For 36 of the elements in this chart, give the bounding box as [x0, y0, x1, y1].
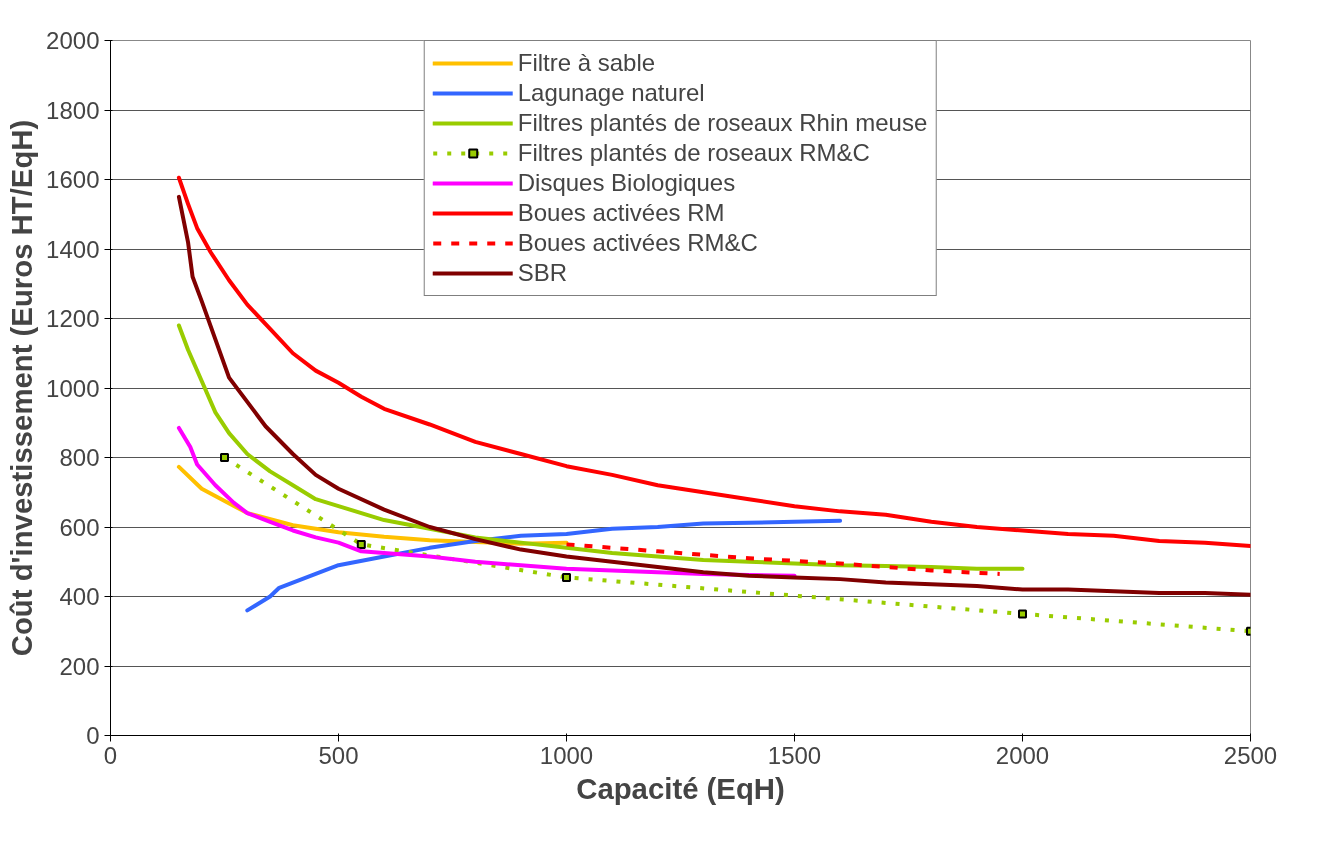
- y-tick-label: 200: [59, 652, 100, 680]
- x-tick-label: 1000: [539, 741, 594, 769]
- y-tick-label: 800: [59, 444, 100, 471]
- x-tick-label: 2000: [995, 741, 1050, 769]
- x-tick-label: 0: [103, 741, 118, 769]
- y-tick-label: 1400: [46, 235, 100, 263]
- line-series: [176, 175, 1251, 549]
- point: [220, 453, 229, 462]
- point: [1018, 609, 1027, 619]
- y-tick-label: 1800: [46, 96, 100, 124]
- x-tick-label: 500: [318, 741, 359, 769]
- point: [356, 539, 366, 549]
- y-tick-label: 600: [59, 513, 100, 541]
- line-series: [564, 542, 1002, 576]
- point: [562, 572, 571, 582]
- legend-label: Filtre à sable: [517, 49, 656, 77]
- y-tick-label: 1200: [46, 305, 100, 332]
- x-tick-label: 2500: [1223, 741, 1278, 769]
- line-series: [176, 194, 1251, 597]
- y-tick-label: 0: [86, 722, 100, 749]
- legend-label: SBR: [517, 259, 568, 287]
- legend-label: Disques Biologiques: [517, 169, 736, 197]
- y-tick-label: 400: [59, 583, 100, 610]
- legend-label: Boues activées RM: [517, 199, 725, 227]
- line-series: [245, 518, 843, 613]
- y-axis-title: Coût d'investissement (Euros HT/EqH): [5, 119, 39, 657]
- legend-label: Boues activées RM&C: [517, 229, 758, 257]
- line-series: [176, 323, 1025, 571]
- y-tick-label: 1000: [46, 374, 100, 402]
- legend-label: Lagunage naturel: [517, 79, 705, 107]
- x-axis-title: Capacité (EqH): [576, 771, 785, 805]
- legend-label: Filtres plantés de roseaux RM&C: [517, 139, 870, 167]
- y-tick-label: 2000: [46, 27, 100, 54]
- legend-label: Filtres plantés de roseaux Rhin meuse: [517, 109, 928, 137]
- x-tick-label: 1500: [767, 741, 822, 769]
- y-tick-label: 1600: [46, 166, 100, 193]
